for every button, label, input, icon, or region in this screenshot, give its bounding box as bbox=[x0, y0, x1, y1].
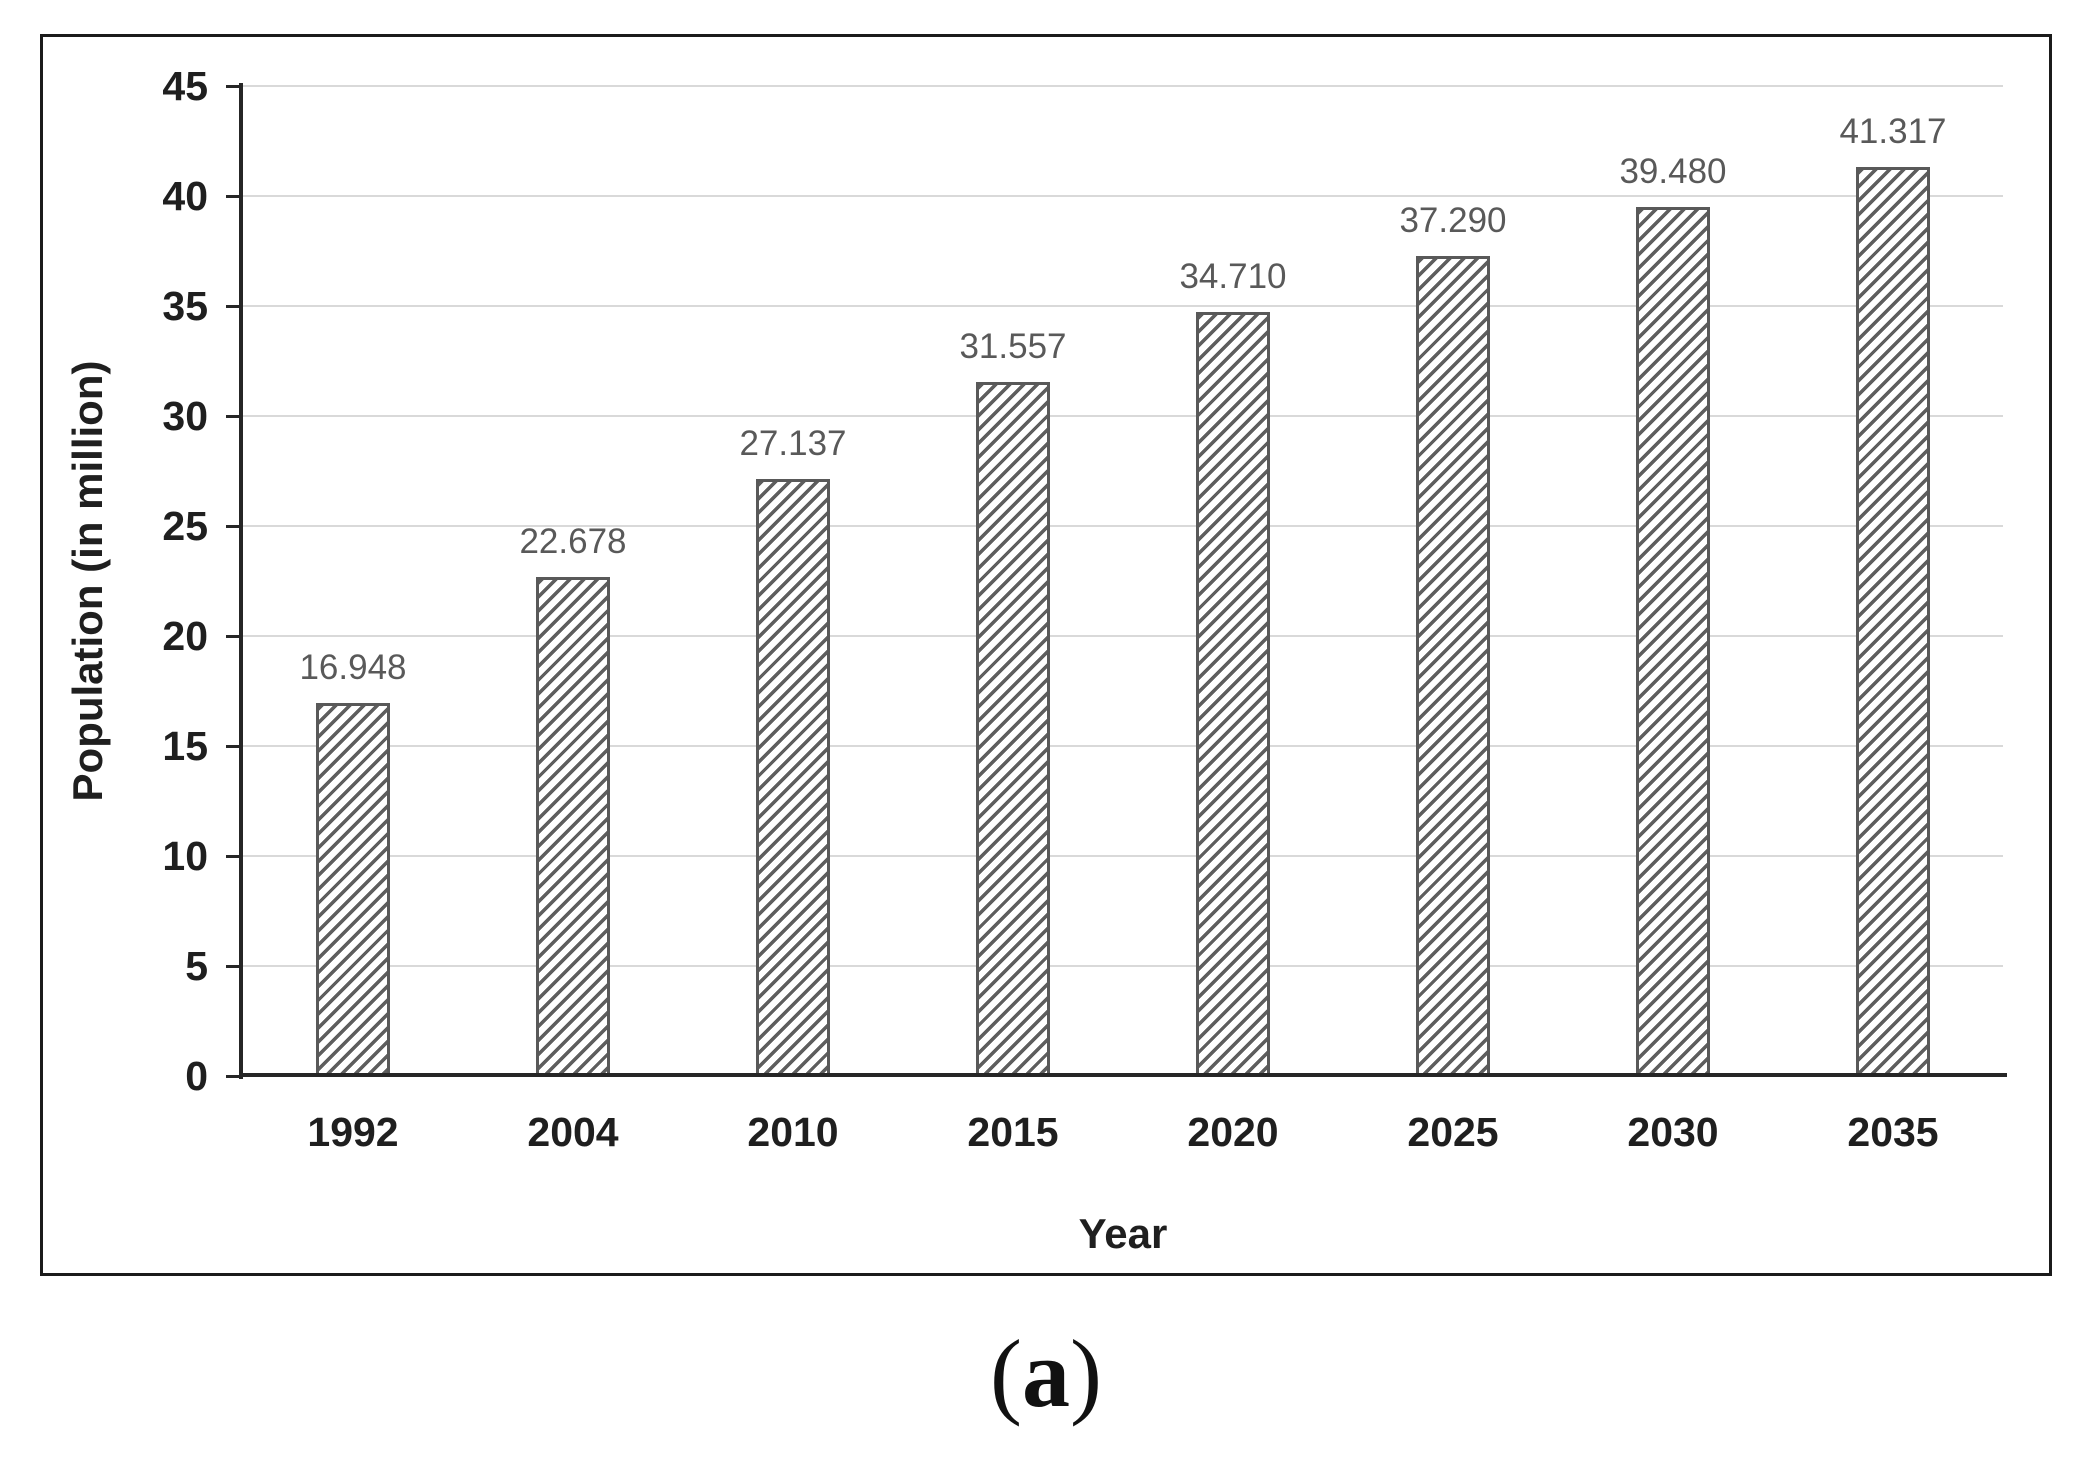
bar-value-label-2004: 22.678 bbox=[519, 522, 627, 562]
y-axis-line bbox=[239, 83, 243, 1079]
y-tick-mark-35 bbox=[226, 304, 243, 308]
y-tick-mark-20 bbox=[226, 634, 243, 638]
bar-value-label-2025: 37.290 bbox=[1399, 200, 1507, 240]
y-tick-mark-40 bbox=[226, 194, 243, 198]
y-tick-mark-5 bbox=[226, 964, 243, 968]
y-tick-label-40: 40 bbox=[162, 173, 208, 219]
y-tick-label-20: 20 bbox=[162, 613, 208, 659]
y-tick-label-10: 10 bbox=[162, 833, 208, 879]
y-tick-label-25: 25 bbox=[162, 503, 208, 549]
caption-letter: a bbox=[1022, 1320, 1070, 1427]
bar-2010 bbox=[756, 478, 830, 1076]
x-tick-label-2004: 2004 bbox=[527, 1109, 619, 1155]
gridline-10 bbox=[243, 855, 2003, 857]
y-tick-mark-25 bbox=[226, 524, 243, 528]
x-tick-label-2030: 2030 bbox=[1627, 1109, 1719, 1155]
gridline-5 bbox=[243, 965, 2003, 967]
bar-value-label-2035: 41.317 bbox=[1839, 112, 1947, 152]
x-tick-label-1992: 1992 bbox=[307, 1109, 399, 1155]
x-tick-label-2010: 2010 bbox=[747, 1109, 839, 1155]
bar-value-label-2010: 27.137 bbox=[739, 423, 847, 463]
caption-paren-open: ( bbox=[990, 1320, 1022, 1427]
x-tick-label-2015: 2015 bbox=[967, 1109, 1059, 1155]
x-tick-label-2020: 2020 bbox=[1187, 1109, 1279, 1155]
y-tick-label-5: 5 bbox=[185, 943, 208, 989]
bar-2004 bbox=[536, 577, 610, 1076]
y-tick-mark-10 bbox=[226, 854, 243, 858]
y-tick-label-30: 30 bbox=[162, 393, 208, 439]
y-tick-mark-45 bbox=[226, 84, 243, 88]
gridline-15 bbox=[243, 745, 2003, 747]
x-axis-title: Year bbox=[1078, 1210, 1168, 1257]
plot-area: Population (in million) Year 0 5 10 15 20 25 3… bbox=[64, 63, 2007, 1257]
gridline-25 bbox=[243, 525, 2003, 527]
bar-value-label-2015: 31.557 bbox=[959, 326, 1067, 366]
bar-value-label-2030: 39.480 bbox=[1619, 152, 1727, 192]
bar-value-label-2020: 34.710 bbox=[1179, 257, 1287, 297]
bar-2020 bbox=[1196, 312, 1270, 1076]
gridline-35 bbox=[243, 305, 2003, 307]
bar-value-label-1992: 16.948 bbox=[299, 648, 407, 688]
gridline-20 bbox=[243, 635, 2003, 637]
gridline-40 bbox=[243, 195, 2003, 197]
chart-frame: Population (in million) Year 0 5 10 15 20 25 3… bbox=[40, 34, 2052, 1276]
y-tick-label-15: 15 bbox=[162, 723, 208, 769]
bar-2035 bbox=[1856, 167, 1930, 1076]
caption-paren-close: ) bbox=[1070, 1320, 1102, 1427]
bar-2030 bbox=[1636, 207, 1710, 1076]
x-tick-label-2025: 2025 bbox=[1407, 1109, 1499, 1155]
bar-1992 bbox=[316, 703, 390, 1076]
bar-2015 bbox=[976, 381, 1050, 1076]
y-tick-mark-15 bbox=[226, 744, 243, 748]
gridline-45 bbox=[243, 85, 2003, 87]
x-axis-line bbox=[239, 1073, 2007, 1077]
bar-2025 bbox=[1416, 255, 1490, 1076]
x-tick-label-2035: 2035 bbox=[1847, 1109, 1939, 1155]
gridline-30 bbox=[243, 415, 2003, 417]
y-tick-label-0: 0 bbox=[185, 1053, 208, 1099]
y-tick-label-35: 35 bbox=[162, 283, 208, 329]
y-tick-label-45: 45 bbox=[162, 63, 208, 109]
y-tick-mark-0 bbox=[226, 1074, 243, 1078]
figure-caption: (a) bbox=[40, 1318, 2052, 1429]
y-tick-mark-30 bbox=[226, 414, 243, 418]
